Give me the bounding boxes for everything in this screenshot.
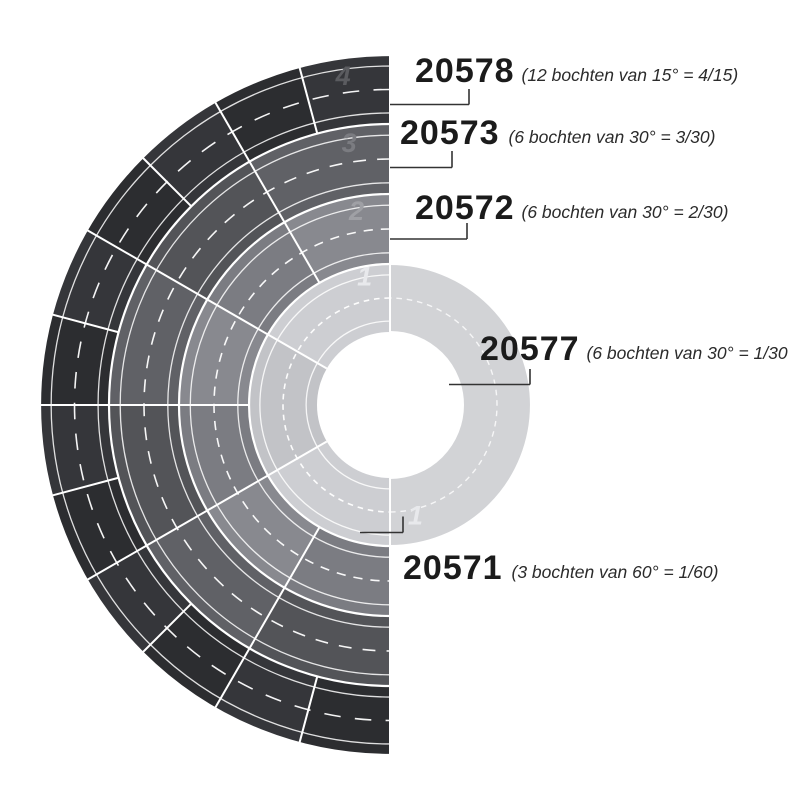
svg-text:(12 bochten van 15° = 4/15): (12 bochten van 15° = 4/15) — [522, 65, 739, 85]
svg-text:1: 1 — [408, 501, 423, 531]
svg-text:1: 1 — [357, 261, 372, 291]
svg-text:20572: 20572 — [415, 189, 515, 227]
svg-text:(3 bochten van 60° = 1/60): (3 bochten van 60° = 1/60) — [512, 562, 719, 582]
svg-text:(6 bochten van 30° = 1/30: (6 bochten van 30° = 1/30 — [587, 343, 788, 363]
svg-text:20577: 20577 — [480, 330, 580, 368]
svg-text:20571: 20571 — [403, 549, 503, 587]
svg-text:2: 2 — [348, 196, 364, 226]
svg-text:(6 bochten van 30° = 3/30): (6 bochten van 30° = 3/30) — [509, 127, 716, 147]
svg-text:4: 4 — [335, 61, 351, 91]
svg-text:(6 bochten van 30° = 2/30): (6 bochten van 30° = 2/30) — [522, 202, 729, 222]
svg-text:20578: 20578 — [415, 52, 515, 90]
svg-text:3: 3 — [342, 128, 357, 158]
svg-text:20573: 20573 — [400, 114, 500, 152]
